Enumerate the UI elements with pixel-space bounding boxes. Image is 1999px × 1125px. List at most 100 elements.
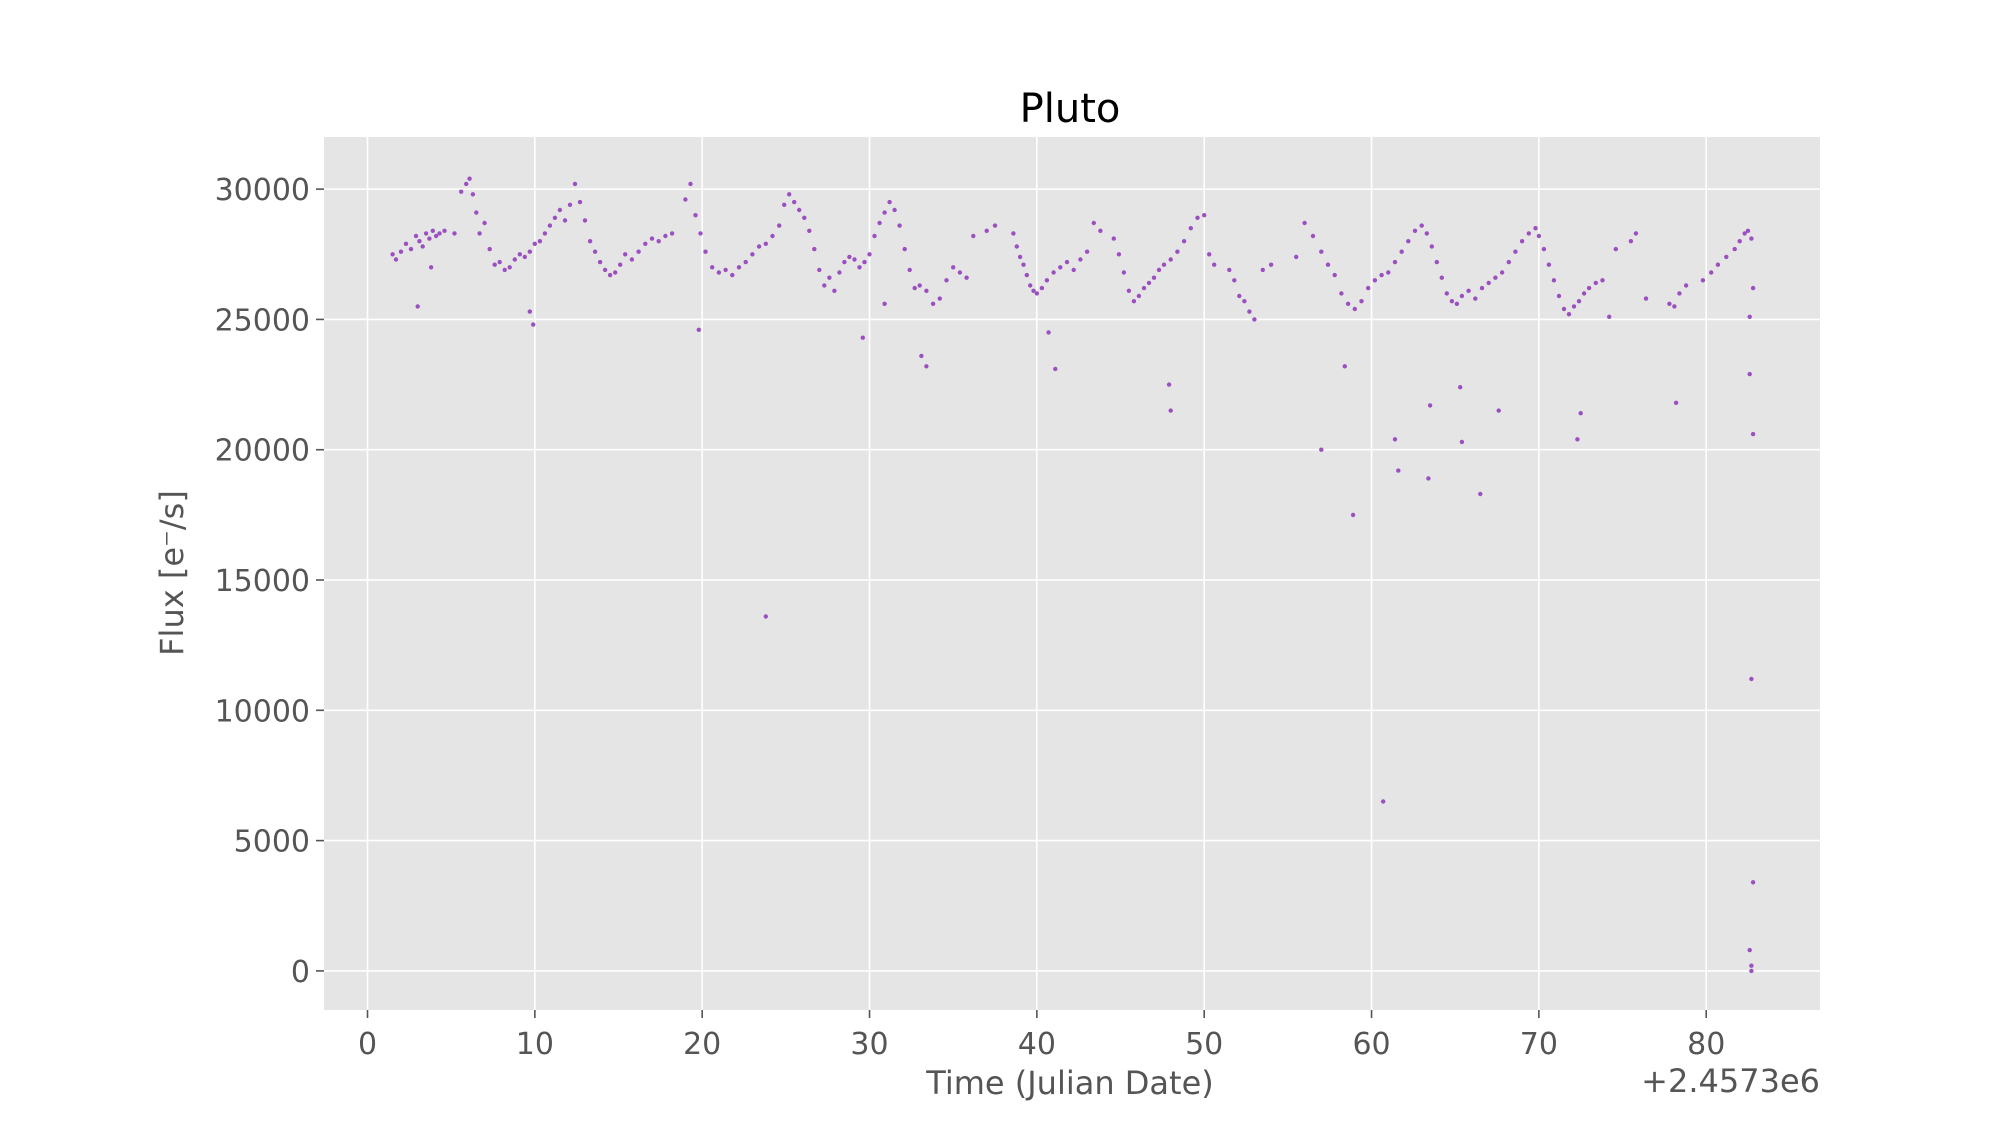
data-point <box>716 270 722 275</box>
data-point <box>629 257 635 262</box>
data-point <box>1058 265 1063 270</box>
data-point <box>442 228 447 233</box>
y-tick-label: 30000 <box>215 173 310 208</box>
x-tick-label: 40 <box>1018 1027 1056 1062</box>
data-point <box>710 265 715 270</box>
data-point <box>777 223 782 228</box>
data-point <box>1021 262 1026 267</box>
data-point <box>487 246 492 252</box>
data-point <box>957 270 963 275</box>
data-point <box>1339 291 1344 296</box>
data-point <box>1071 267 1076 273</box>
data-point <box>482 220 487 226</box>
data-point <box>1575 437 1580 442</box>
data-point <box>1207 252 1212 257</box>
data-point <box>390 252 395 257</box>
data-point <box>763 241 768 246</box>
data-point <box>1479 285 1485 291</box>
data-point <box>837 270 842 275</box>
data-point <box>1252 317 1257 322</box>
data-point <box>1419 223 1424 228</box>
data-point <box>971 233 976 239</box>
data-point <box>1325 262 1331 267</box>
data-point <box>1011 231 1016 236</box>
data-point <box>1028 283 1033 288</box>
data-point <box>1427 403 1433 408</box>
data-point <box>842 259 847 265</box>
data-point <box>792 199 797 205</box>
data-point <box>1628 239 1634 244</box>
data-point <box>1131 299 1137 304</box>
data-point <box>1551 278 1557 283</box>
chart-title: Pluto <box>1020 86 1121 132</box>
data-point <box>723 267 728 273</box>
data-point <box>1536 233 1542 239</box>
data-point <box>1499 270 1505 275</box>
data-point <box>1366 285 1371 291</box>
data-point <box>477 231 482 236</box>
data-point <box>907 267 912 273</box>
data-point <box>1444 291 1450 296</box>
data-point <box>1700 278 1706 283</box>
data-point <box>1345 301 1351 306</box>
data-point <box>1227 267 1232 273</box>
data-point <box>1017 254 1023 260</box>
data-point <box>887 199 892 205</box>
data-point <box>1175 249 1180 254</box>
data-point <box>1458 385 1463 390</box>
data-point <box>507 265 512 270</box>
data-point <box>1513 249 1518 254</box>
data-point <box>1014 244 1019 249</box>
data-point <box>1683 283 1689 288</box>
y-tick-label: 5000 <box>234 825 310 860</box>
data-point <box>688 181 693 187</box>
data-point <box>693 213 698 218</box>
data-point <box>1051 270 1056 275</box>
data-point <box>417 239 422 244</box>
data-point <box>1156 267 1162 273</box>
data-point <box>1126 288 1132 293</box>
data-point <box>517 252 522 257</box>
data-point <box>602 267 608 273</box>
data-point <box>592 249 598 254</box>
data-point <box>1379 272 1384 278</box>
data-point <box>984 228 989 233</box>
x-tick-label: 20 <box>683 1027 721 1062</box>
y-tick-label: 25000 <box>215 303 310 338</box>
data-point <box>512 257 517 262</box>
data-point <box>1607 314 1612 319</box>
data-point <box>398 249 404 254</box>
x-tick-label: 70 <box>1520 1027 1558 1062</box>
data-point <box>1237 293 1242 299</box>
data-point <box>1426 476 1431 481</box>
data-point <box>1434 259 1440 265</box>
data-point <box>562 218 568 223</box>
data-point <box>1745 228 1751 233</box>
data-point <box>552 215 558 220</box>
data-point <box>683 197 688 202</box>
data-point <box>1039 285 1045 291</box>
data-point <box>1749 968 1754 974</box>
data-point <box>577 199 583 205</box>
x-tick-label: 10 <box>516 1027 554 1062</box>
data-point <box>897 223 902 228</box>
data-point <box>917 283 922 288</box>
data-point <box>502 267 507 273</box>
data-point <box>1161 262 1167 267</box>
data-point <box>557 207 563 213</box>
data-point <box>1673 400 1679 405</box>
data-point <box>1439 275 1445 280</box>
scatter-points <box>390 176 1756 974</box>
grid-lines <box>324 137 1820 1010</box>
data-point <box>817 267 822 273</box>
data-point <box>857 265 862 270</box>
data-point <box>1747 314 1752 319</box>
data-point <box>492 262 497 267</box>
data-point <box>1633 231 1639 236</box>
data-point <box>822 283 827 288</box>
data-point <box>572 181 578 187</box>
data-point <box>623 252 628 257</box>
data-point <box>832 288 837 293</box>
data-point <box>1406 239 1411 244</box>
data-point <box>464 181 469 187</box>
